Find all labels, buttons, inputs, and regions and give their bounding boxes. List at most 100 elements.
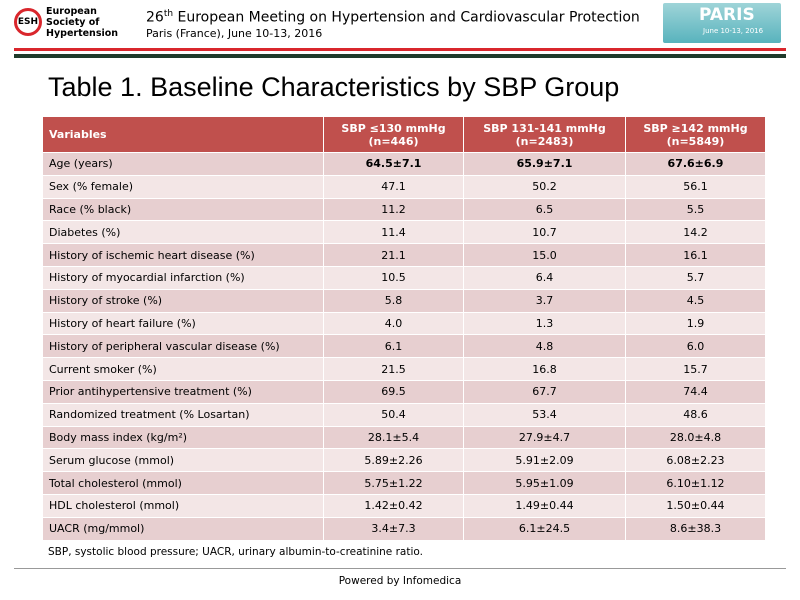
table-row: Prior antihypertensive treatment (%) 69.5… [42, 379, 767, 404]
cell: 5.8 [322, 288, 465, 313]
cell: 56.1 [624, 174, 767, 199]
logo-line: European [46, 6, 97, 17]
meeting-ordinal: th [163, 9, 174, 19]
city-badge: PARIS June 10-13, 2016 [663, 3, 781, 43]
badge-city: PARIS [699, 5, 755, 25]
table-body: Age (years) 64.5±7.1 65.9±7.1 67.6±6.9 Sex (… [42, 152, 767, 541]
row-label: History of heart failure (%) [42, 311, 324, 336]
cell: 65.9±7.1 [463, 152, 626, 176]
cell: 28.0±4.8 [624, 425, 767, 450]
meeting-name: European Meeting on Hypertension and Car… [177, 9, 640, 26]
slide-title: Table 1. Baseline Characteristics by SBP… [48, 72, 620, 102]
row-label: Total cholesterol (mmol) [42, 471, 324, 495]
cell: 6.0 [624, 334, 767, 359]
cell: 50.4 [322, 402, 465, 427]
cell: 27.9±4.7 [463, 425, 626, 450]
row-label: Race (% black) [42, 197, 324, 222]
cell: 1.9 [624, 311, 767, 336]
cell: 15.0 [463, 243, 626, 267]
row-label: Randomized treatment (% Losartan) [42, 402, 324, 427]
cell: 11.4 [322, 220, 465, 245]
table-row: History of peripheral vascular disease (… [42, 334, 767, 359]
logo-name: European Society of Hypertension [46, 6, 118, 39]
cell: 3.4±7.3 [322, 516, 465, 541]
cell: 5.91±2.09 [463, 448, 626, 473]
cell: 53.4 [463, 402, 626, 427]
table-row: Body mass index (kg/m²) 28.1±5.4 27.9±4.7 2… [42, 425, 767, 450]
row-label: Prior antihypertensive treatment (%) [42, 379, 324, 404]
column-header: SBP ≥142 mmHg (n=5849) [624, 116, 767, 153]
cell: 6.08±2.23 [624, 448, 767, 473]
column-count: (n=446) [368, 134, 419, 148]
cell: 5.89±2.26 [322, 448, 465, 473]
cell: 4.8 [463, 334, 626, 359]
cell: 16.1 [624, 243, 767, 267]
logo-mark: ESH [14, 8, 42, 36]
row-label: History of stroke (%) [42, 288, 324, 313]
header-rule [14, 54, 786, 58]
cell: 74.4 [624, 379, 767, 404]
cell: 64.5±7.1 [322, 152, 465, 176]
column-count: (n=5849) [666, 134, 725, 148]
row-label: Current smoker (%) [42, 357, 324, 381]
footer: Powered by Infomedica [338, 575, 462, 587]
row-label: History of myocardial infarction (%) [42, 265, 324, 290]
table-row: Current smoker (%) 21.5 16.8 15.7 [42, 357, 767, 381]
data-table: Variables SBP ≤130 mmHg (n=446) SBP 131-141… [42, 116, 767, 541]
row-label: History of peripheral vascular disease (… [42, 334, 324, 359]
table-row: History of stroke (%) 5.8 3.7 4.5 [42, 288, 767, 313]
table-row: History of heart failure (%) 4.0 1.3 1.9 [42, 311, 767, 336]
cell: 10.7 [463, 220, 626, 245]
cell: 1.49±0.44 [463, 493, 626, 518]
row-label: UACR (mg/mmol) [42, 516, 324, 541]
cell: 5.5 [624, 197, 767, 222]
cell: 8.6±38.3 [624, 516, 767, 541]
cell: 11.2 [322, 197, 465, 222]
table-row: History of myocardial infarction (%) 10.5… [42, 265, 767, 290]
row-label: Sex (% female) [42, 174, 324, 199]
row-label: Age (years) [42, 152, 324, 176]
meeting-number: 26 [146, 9, 164, 26]
column-label: SBP ≤130 mmHg [341, 121, 446, 135]
table-row: History of ischemic heart disease (%) 21.… [42, 243, 767, 267]
cell: 5.75±1.22 [322, 471, 465, 495]
cell: 4.5 [624, 288, 767, 313]
cell: 14.2 [624, 220, 767, 245]
table-row: UACR (mg/mmol) 3.4±7.3 6.1±24.5 8.6±38.3 [42, 516, 767, 541]
cell: 6.1 [322, 334, 465, 359]
footnote: SBP, systolic blood pressure; UACR, urin… [48, 546, 423, 558]
table-head: Variables SBP ≤130 mmHg (n=446) SBP 131-141… [42, 116, 767, 153]
column-count: (n=2483) [515, 134, 574, 148]
cell: 3.7 [463, 288, 626, 313]
table-row: Age (years) 64.5±7.1 65.9±7.1 67.6±6.9 [42, 152, 767, 176]
row-label: HDL cholesterol (mmol) [42, 493, 324, 518]
cell: 21.1 [322, 243, 465, 267]
cell: 67.7 [463, 379, 626, 404]
column-label: Variables [49, 128, 107, 141]
cell: 5.95±1.09 [463, 471, 626, 495]
cell: 1.50±0.44 [624, 493, 767, 518]
cell: 5.7 [624, 265, 767, 290]
table-row: Race (% black) 11.2 6.5 5.5 [42, 197, 767, 222]
meeting-title: 26th European Meeting on Hypertension an… [146, 9, 640, 26]
logo-line: Society of [46, 17, 100, 28]
badge-dates: June 10-13, 2016 [703, 27, 764, 35]
cell: 4.0 [322, 311, 465, 336]
row-label: Serum glucose (mmol) [42, 448, 324, 473]
row-label: Diabetes (%) [42, 220, 324, 245]
column-header: SBP ≤130 mmHg (n=446) [322, 116, 465, 153]
cell: 1.3 [463, 311, 626, 336]
cell: 28.1±5.4 [322, 425, 465, 450]
row-label: Body mass index (kg/m²) [42, 425, 324, 450]
column-header: SBP 131-141 mmHg (n=2483) [463, 116, 626, 153]
header-rule [14, 48, 786, 51]
cell: 6.1±24.5 [463, 516, 626, 541]
column-header: Variables [42, 116, 324, 153]
table-row: Randomized treatment (% Losartan) 50.4 53.… [42, 402, 767, 427]
table-row: Diabetes (%) 11.4 10.7 14.2 [42, 220, 767, 245]
cell: 21.5 [322, 357, 465, 381]
table-row: Total cholesterol (mmol) 5.75±1.22 5.95±1.… [42, 471, 767, 495]
cell: 10.5 [322, 265, 465, 290]
header-row: Variables SBP ≤130 mmHg (n=446) SBP 131-141… [42, 116, 767, 153]
